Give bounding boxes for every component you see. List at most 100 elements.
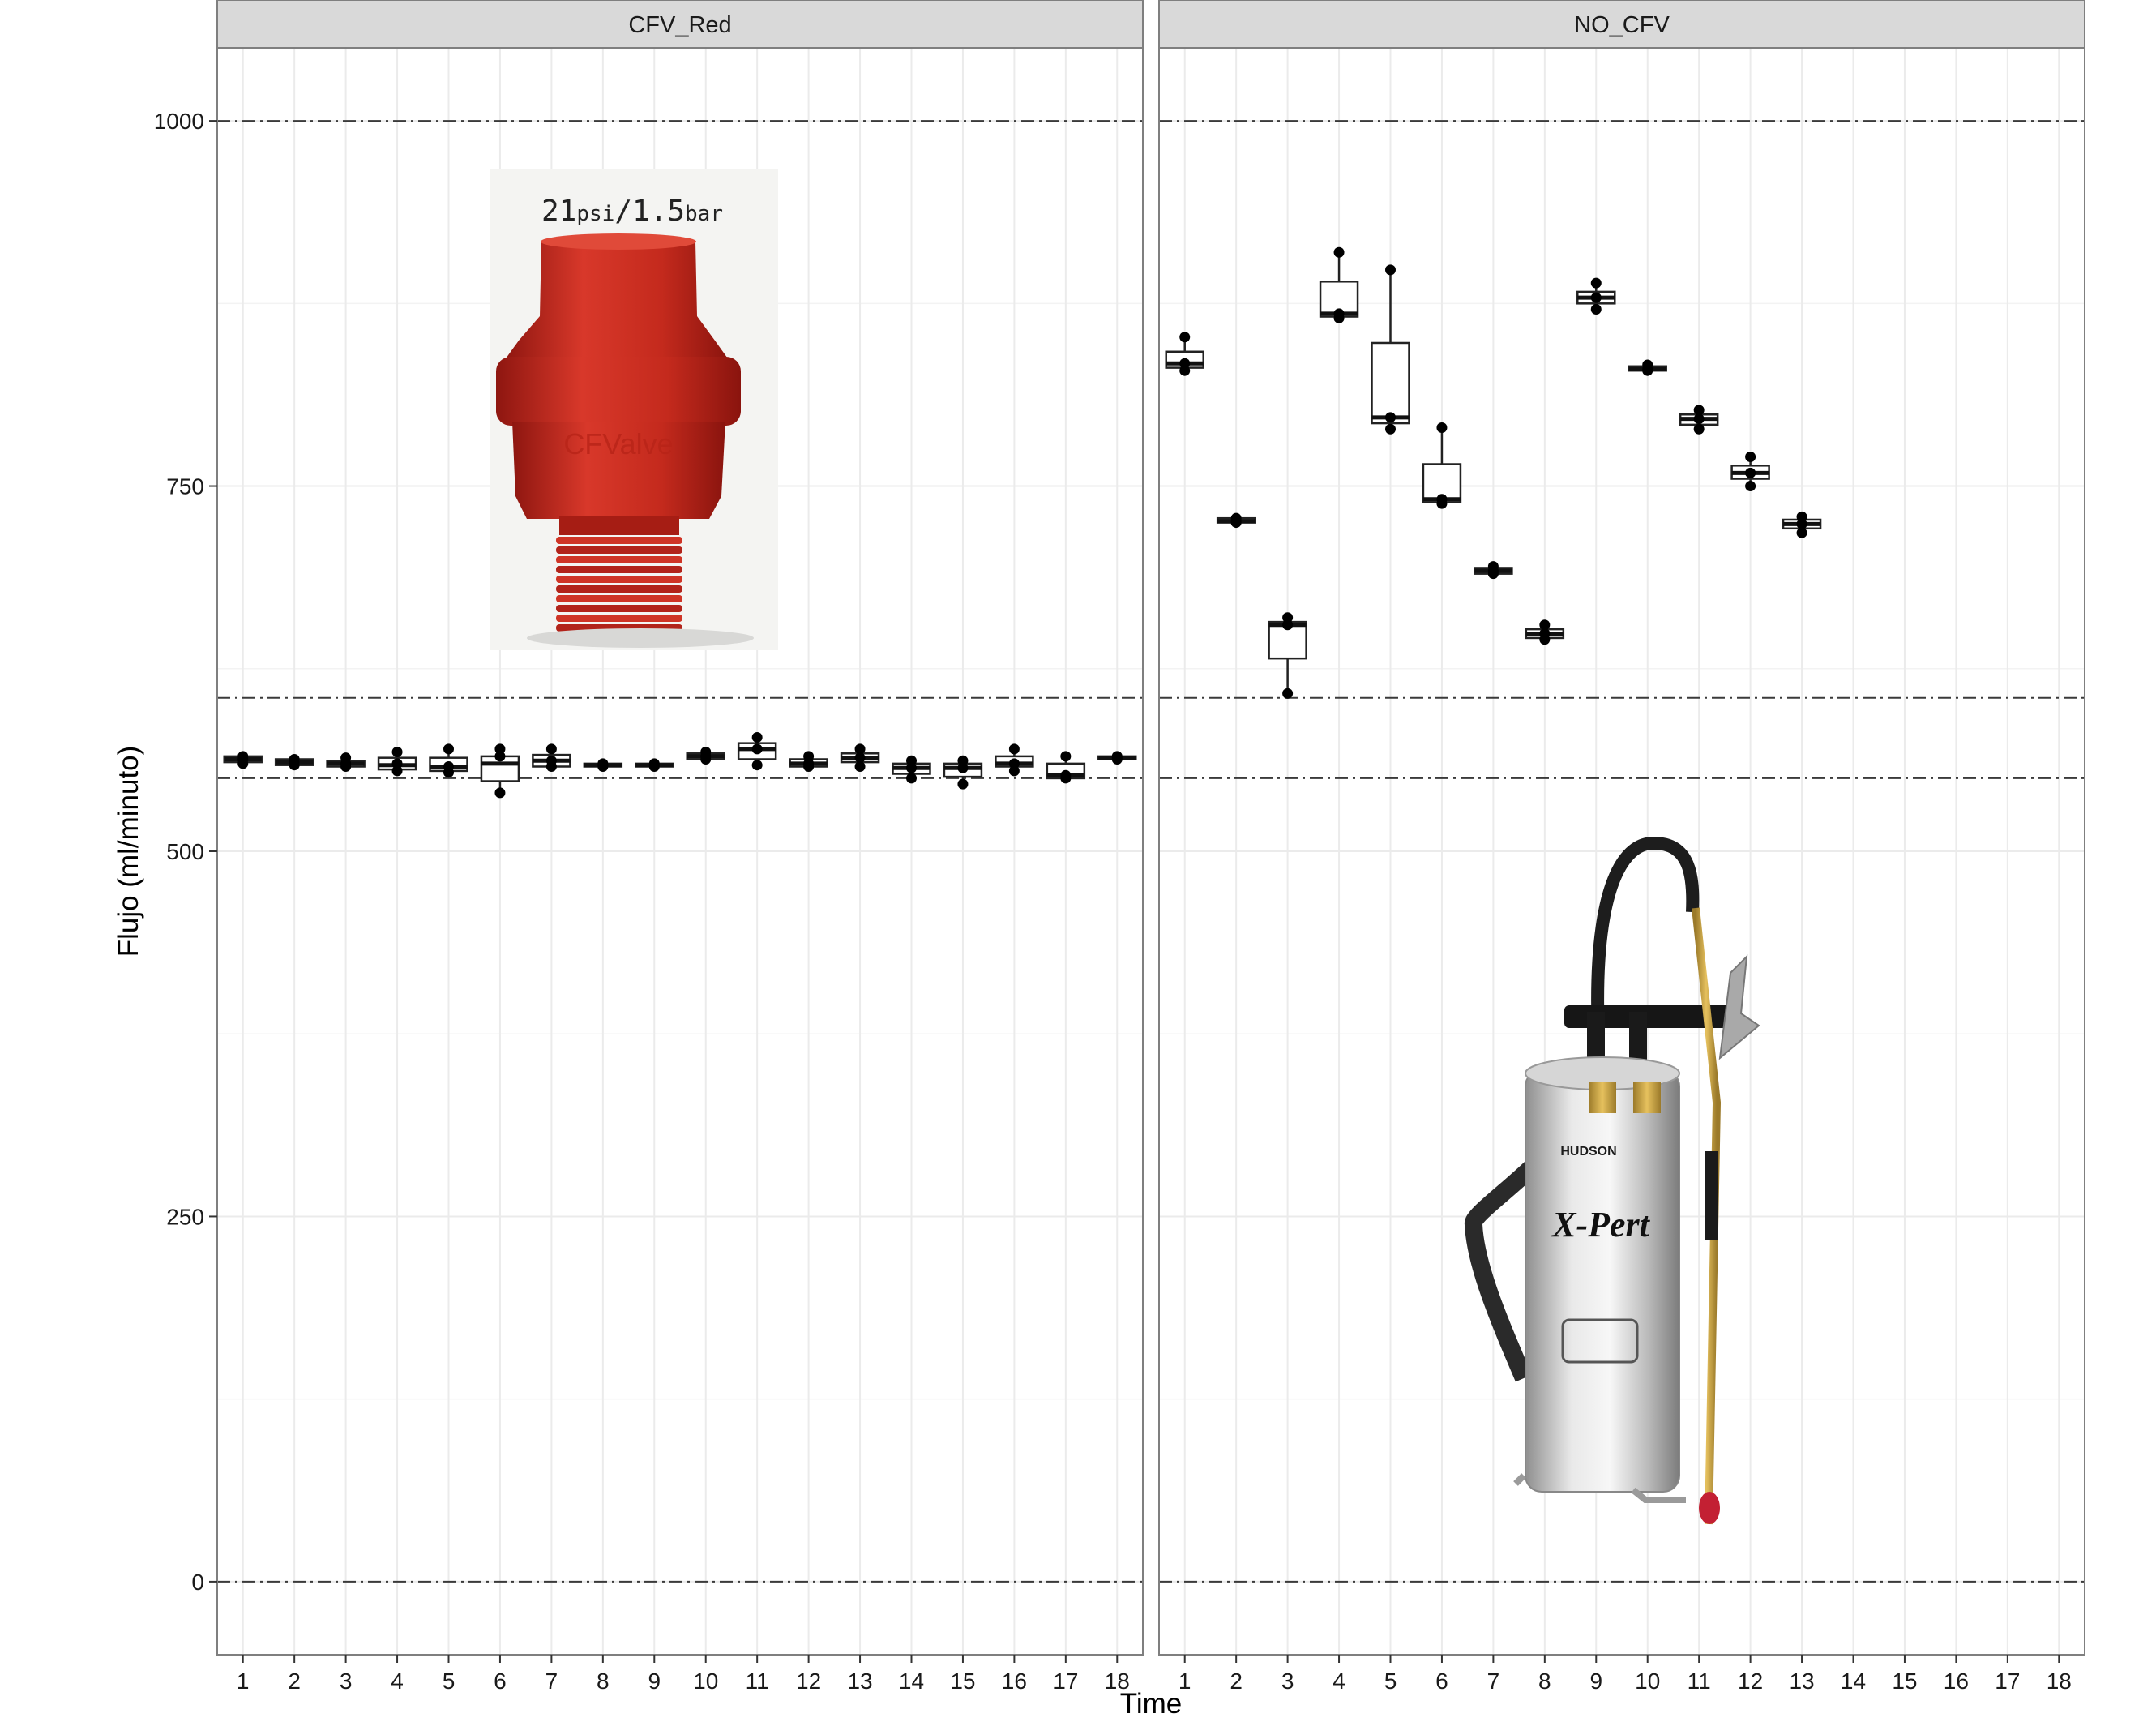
x-tick-label: 4: [1333, 1668, 1345, 1694]
boxplot-NO_CFV-4: [1319, 246, 1359, 323]
box: [1371, 341, 1410, 425]
boxplot-CFV_Red-4: [377, 746, 417, 777]
boxplot-CFV_Red-11: [737, 731, 777, 771]
data-point: [1745, 481, 1756, 492]
x-tick-label: 2: [1230, 1668, 1243, 1694]
x-tick-label: 4: [391, 1668, 404, 1694]
strip-no-cfv: [1158, 0, 2085, 49]
x-tick-label: 18: [2047, 1668, 2072, 1694]
y-tick-label: 0: [191, 1570, 204, 1595]
valve-photo-brand: CFValve: [563, 427, 673, 460]
valve-thread: [556, 585, 682, 593]
data-point: [700, 746, 712, 757]
boxplot-CFV_Red-2: [274, 753, 314, 771]
x-tick-label: 8: [1538, 1668, 1551, 1694]
data-point: [1693, 413, 1705, 425]
x-tick-label: 1: [237, 1668, 250, 1694]
data-point: [1060, 769, 1072, 781]
data-point: [1590, 277, 1602, 289]
data-point: [1487, 561, 1499, 572]
x-tick-label: 10: [1635, 1668, 1660, 1694]
valve-photo-label-sep: /1.5: [614, 195, 685, 228]
data-point: [545, 743, 557, 755]
x-tick-label: 14: [1841, 1668, 1866, 1694]
x-tick-label: 3: [1281, 1668, 1294, 1694]
sprayer-wand-grip: [1705, 1151, 1718, 1240]
x-tick-label: 17: [1995, 1668, 2020, 1694]
x-tick-label: 11: [746, 1668, 769, 1694]
data-point: [1333, 246, 1345, 258]
strip-label-no-cfv: NO_CFV: [1574, 12, 1670, 38]
sprayer-wand: [1692, 907, 1722, 1525]
valve-photo-label: 21psi/1.5bar: [541, 195, 723, 228]
panel-border-no-cfv: [1158, 47, 2085, 1656]
data-point: [1179, 358, 1191, 369]
data-point: [1179, 332, 1191, 343]
sprayer-tank: [1525, 1069, 1680, 1493]
sprayer-emblem: [1561, 1318, 1639, 1364]
data-point: [1796, 518, 1807, 529]
data-point: [803, 751, 815, 762]
data-point: [391, 746, 403, 757]
data-point: [1745, 467, 1756, 478]
x-tick-label: 5: [443, 1668, 456, 1694]
x-tick-label: 13: [847, 1668, 872, 1694]
boxplot-CFV_Red-9: [635, 758, 674, 772]
boxplot-CFV_Red-1: [223, 751, 263, 769]
data-point: [906, 773, 917, 784]
data-point: [1436, 422, 1448, 433]
sprayer-photo-model: X-Pert: [1551, 1205, 1651, 1244]
boxplot-CFV_Red-18: [1097, 751, 1137, 765]
data-point: [1796, 511, 1807, 522]
x-tick-label: 15: [1892, 1668, 1917, 1694]
data-point: [1385, 264, 1396, 276]
data-point: [1796, 527, 1807, 538]
data-point: [648, 758, 660, 769]
sprayer-handle-bar: [1564, 1005, 1735, 1028]
strip-label-cfv-red: CFV_Red: [628, 12, 731, 38]
x-tick-label: 9: [648, 1668, 661, 1694]
x-tick-label: 12: [1738, 1668, 1763, 1694]
y-tick-label: 750: [166, 474, 204, 499]
valve-shadow: [527, 628, 754, 648]
boxplot-CFV_Red-13: [840, 743, 880, 772]
data-point: [1230, 512, 1242, 524]
data-point: [906, 755, 917, 766]
sprayer-hose: [1591, 836, 1700, 1037]
x-tick-label: 5: [1384, 1668, 1397, 1694]
boxplot-NO_CFV-3: [1268, 612, 1307, 699]
data-point: [1539, 628, 1551, 640]
valve-thread: [556, 605, 682, 612]
boxplot-CFV_Red-17: [1046, 751, 1086, 784]
x-tick-label: 3: [340, 1668, 353, 1694]
valve-body: [496, 357, 741, 426]
valve-cap: [504, 242, 729, 361]
sprayer-nozzle-shield: [1718, 954, 1760, 1060]
valve-thread: [556, 595, 682, 602]
sprayer-base-stand: [1513, 1473, 1686, 1503]
data-point: [1282, 688, 1294, 699]
data-point: [854, 760, 866, 772]
boxplot-NO_CFV-12: [1730, 452, 1770, 492]
boxplot-NO_CFV-11: [1679, 405, 1719, 435]
data-point: [854, 752, 866, 764]
data-point: [494, 751, 506, 762]
boxplot-NO_CFV-5: [1371, 264, 1410, 435]
y-tick-label: 500: [166, 839, 204, 864]
x-tick-label: 2: [288, 1668, 301, 1694]
boxplot-NO_CFV-8: [1525, 619, 1565, 645]
boxplot-CFV_Red-5: [429, 743, 468, 778]
x-tick-label: 11: [1688, 1668, 1711, 1694]
data-point: [751, 743, 763, 755]
x-tick-label: 15: [950, 1668, 975, 1694]
boxplot-marks-layer: [223, 246, 1822, 799]
boxplot-NO_CFV-9: [1576, 277, 1616, 315]
data-point: [1590, 292, 1602, 303]
y-tick-label: 1000: [154, 109, 204, 134]
boxplot-NO_CFV-2: [1216, 512, 1256, 529]
boxplot-NO_CFV-1: [1165, 332, 1204, 376]
valve-thread: [556, 566, 682, 573]
sprayer-brass-fitting-2: [1633, 1082, 1661, 1113]
